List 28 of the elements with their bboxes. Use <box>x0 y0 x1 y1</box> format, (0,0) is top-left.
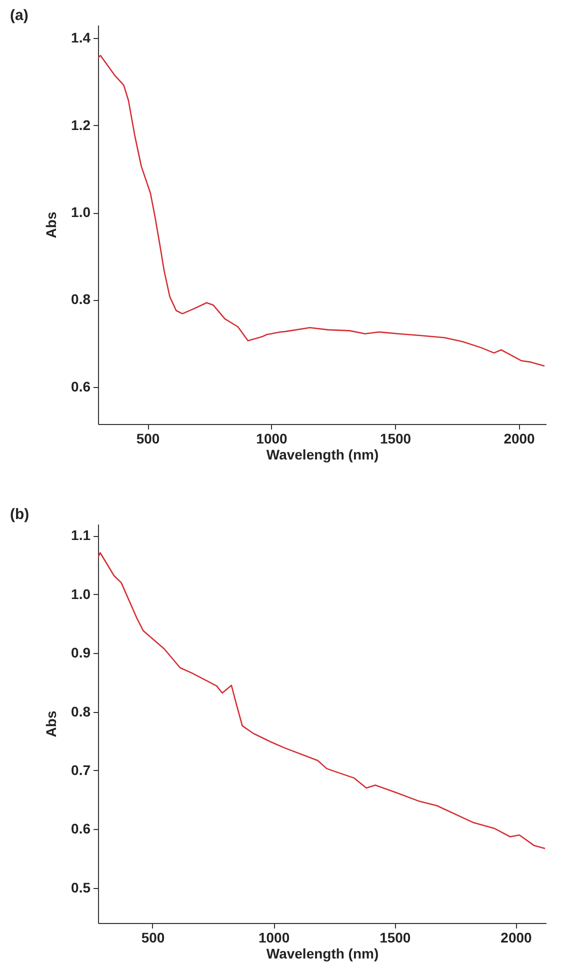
y-tick-label: 0.6 <box>71 378 91 394</box>
chart-title: (a) <box>10 7 28 24</box>
x-tick-label: 2000 <box>500 930 532 946</box>
x-tick-label: 1000 <box>258 930 290 946</box>
x-tick-label: 1500 <box>380 930 411 946</box>
y-tick-label: 0.6 <box>71 820 91 837</box>
y-tick-label: 1.0 <box>71 586 91 602</box>
y-tick-label: 1.0 <box>71 204 91 220</box>
line-series <box>98 552 546 850</box>
y-tick-label: 0.9 <box>71 644 91 661</box>
x-axis-title: Wavelength (nm) <box>266 946 379 962</box>
x-axis-title: Wavelength (nm) <box>266 446 379 462</box>
x-tick-label: 2000 <box>504 430 536 446</box>
y-tick-label: 0.7 <box>71 762 91 778</box>
x-tick-label: 1500 <box>380 430 412 446</box>
y-tick-label: 1.4 <box>71 30 91 46</box>
x-tick-label: 1000 <box>256 430 288 446</box>
y-tick-label: 0.8 <box>71 703 91 720</box>
x-tick-label: 500 <box>136 430 160 446</box>
line-series <box>98 54 546 367</box>
y-tick-label: 1.1 <box>71 527 91 544</box>
y-tick-label: 0.8 <box>71 291 91 308</box>
y-tick-label: 0.5 <box>71 879 91 896</box>
x-tick-label: 500 <box>141 930 165 946</box>
y-axis-title: Abs <box>43 212 60 238</box>
y-axis-title: Abs <box>43 710 60 738</box>
y-tick-label: 1.2 <box>71 116 91 133</box>
chart-title: (b) <box>10 506 30 523</box>
